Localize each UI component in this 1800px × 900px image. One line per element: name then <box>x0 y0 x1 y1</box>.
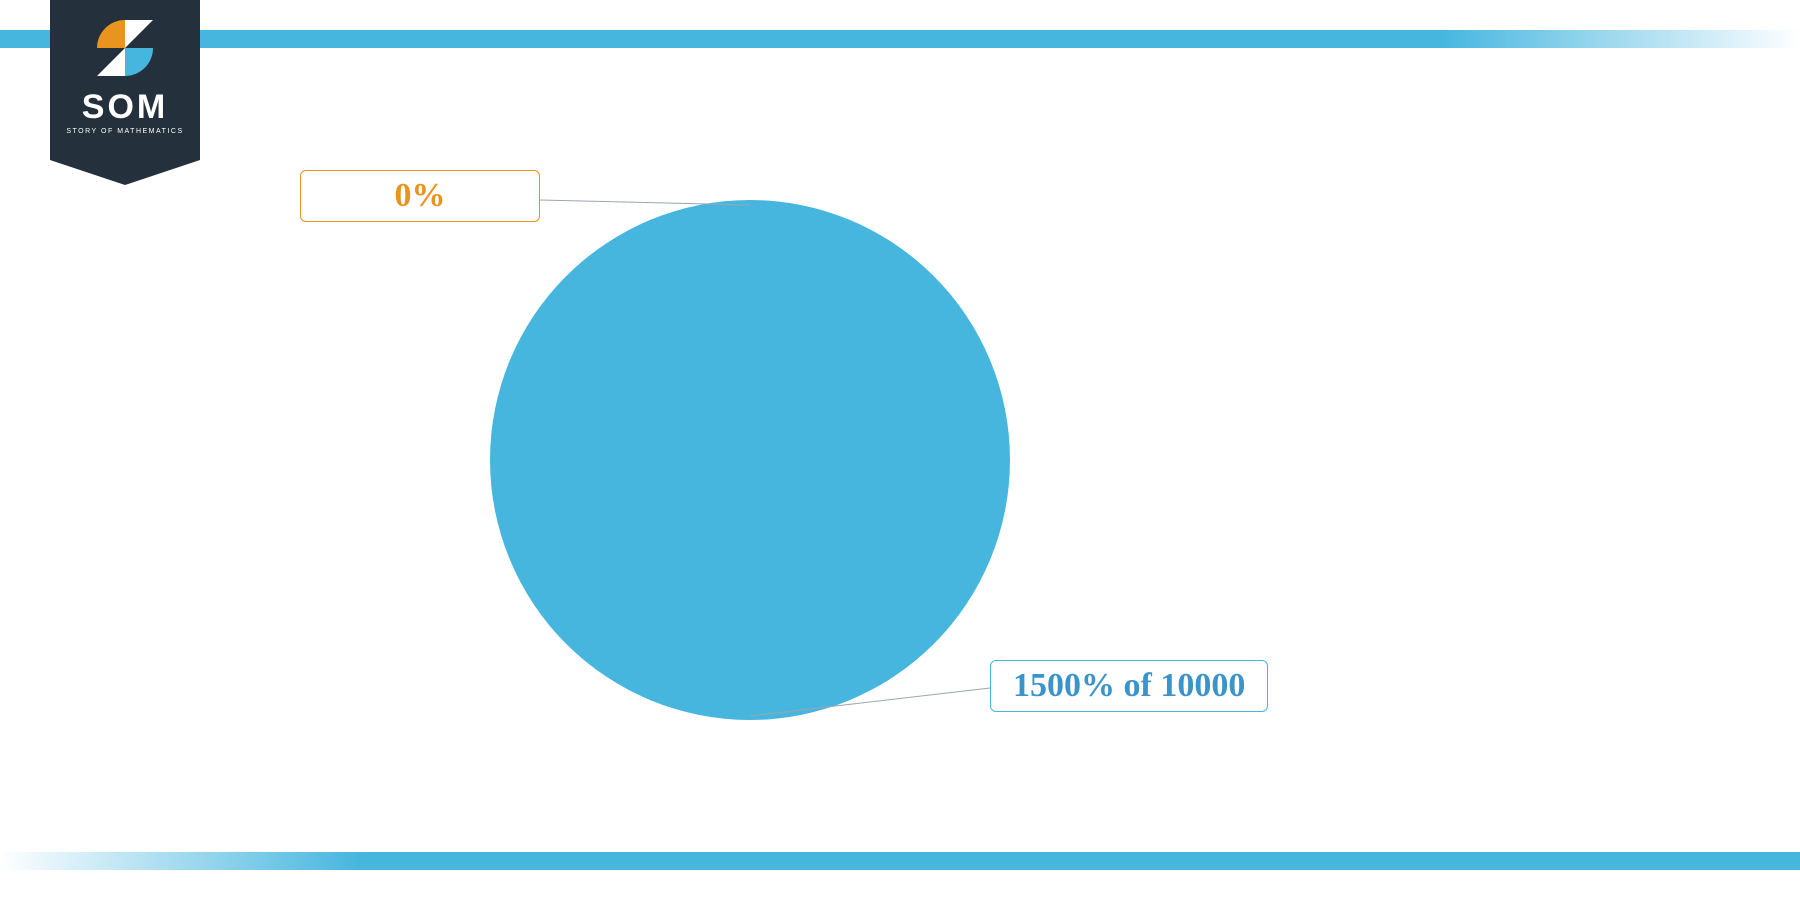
pie-label-main: 1500% of 10000 <box>990 660 1268 712</box>
top-accent-bar <box>0 30 1800 48</box>
bottom-accent-bar <box>0 852 1800 870</box>
pie-label-main-text: 1500% of 10000 <box>1013 667 1245 704</box>
pie-chart <box>490 200 1010 720</box>
pie-label-zero-text: 0% <box>395 177 446 214</box>
pie-label-zero: 0% <box>300 170 540 222</box>
logo-badge: SOM STORY OF MATHEMATICS <box>50 0 200 160</box>
logo-tagline: STORY OF MATHEMATICS <box>50 128 200 135</box>
logo-text: SOM <box>50 88 200 127</box>
som-logo-icon <box>97 20 153 76</box>
